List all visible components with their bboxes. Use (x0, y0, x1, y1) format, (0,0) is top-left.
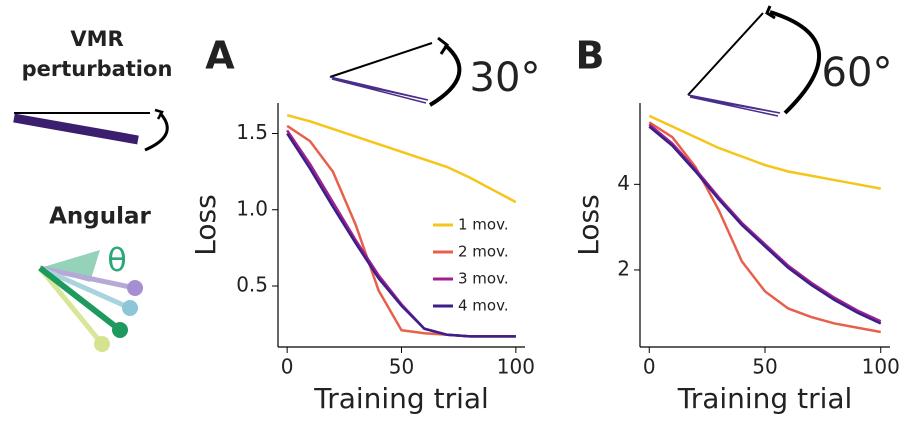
legend-label: 1 mov. (458, 216, 509, 234)
x-axis-label: Training trial (677, 382, 853, 415)
y-tick-label: 4 (617, 171, 630, 195)
theta: θ (107, 241, 127, 279)
series-line (648, 121, 881, 334)
x-axis-label: Training trial (313, 382, 489, 415)
x-tick-label: 0 (643, 355, 656, 379)
diagram-label: Angular (49, 204, 151, 230)
panel-label: B (576, 34, 605, 78)
rotation-sketch (329, 5, 822, 117)
rotated-bar (13, 113, 139, 145)
legend-label: 3 mov. (458, 270, 509, 288)
arrow (144, 111, 169, 152)
angular-icon (38, 250, 143, 352)
series-line (648, 123, 882, 323)
x-tick-label: 50 (752, 355, 777, 379)
x-tick-label: 100 (862, 355, 900, 379)
legend-label: 2 mov. (458, 243, 509, 261)
x-tick-label: 100 (497, 355, 535, 379)
y-tick-label: 2 (617, 256, 630, 280)
diagram-title: perturbation (22, 57, 173, 81)
x-tick-label: 0 (281, 355, 294, 379)
y-axis-label: Loss (572, 194, 605, 255)
legend-label: 4 mov. (458, 297, 509, 315)
x-tick-label: 50 (389, 355, 414, 379)
series-line (286, 113, 517, 204)
angle-label: 30° (470, 55, 541, 101)
arrowhead (154, 108, 164, 120)
diagram-title: VMR (70, 27, 123, 51)
y-axis-label: Loss (189, 194, 222, 255)
series-line (648, 125, 882, 325)
y-tick-label: 1.0 (236, 196, 268, 220)
y-tick-label: 1.5 (236, 120, 268, 144)
series-line (286, 132, 516, 338)
angle-label: 60° (822, 50, 893, 96)
y-tick-label: 0.5 (236, 273, 268, 297)
series-line (648, 114, 881, 190)
panel-label: A (205, 34, 235, 78)
